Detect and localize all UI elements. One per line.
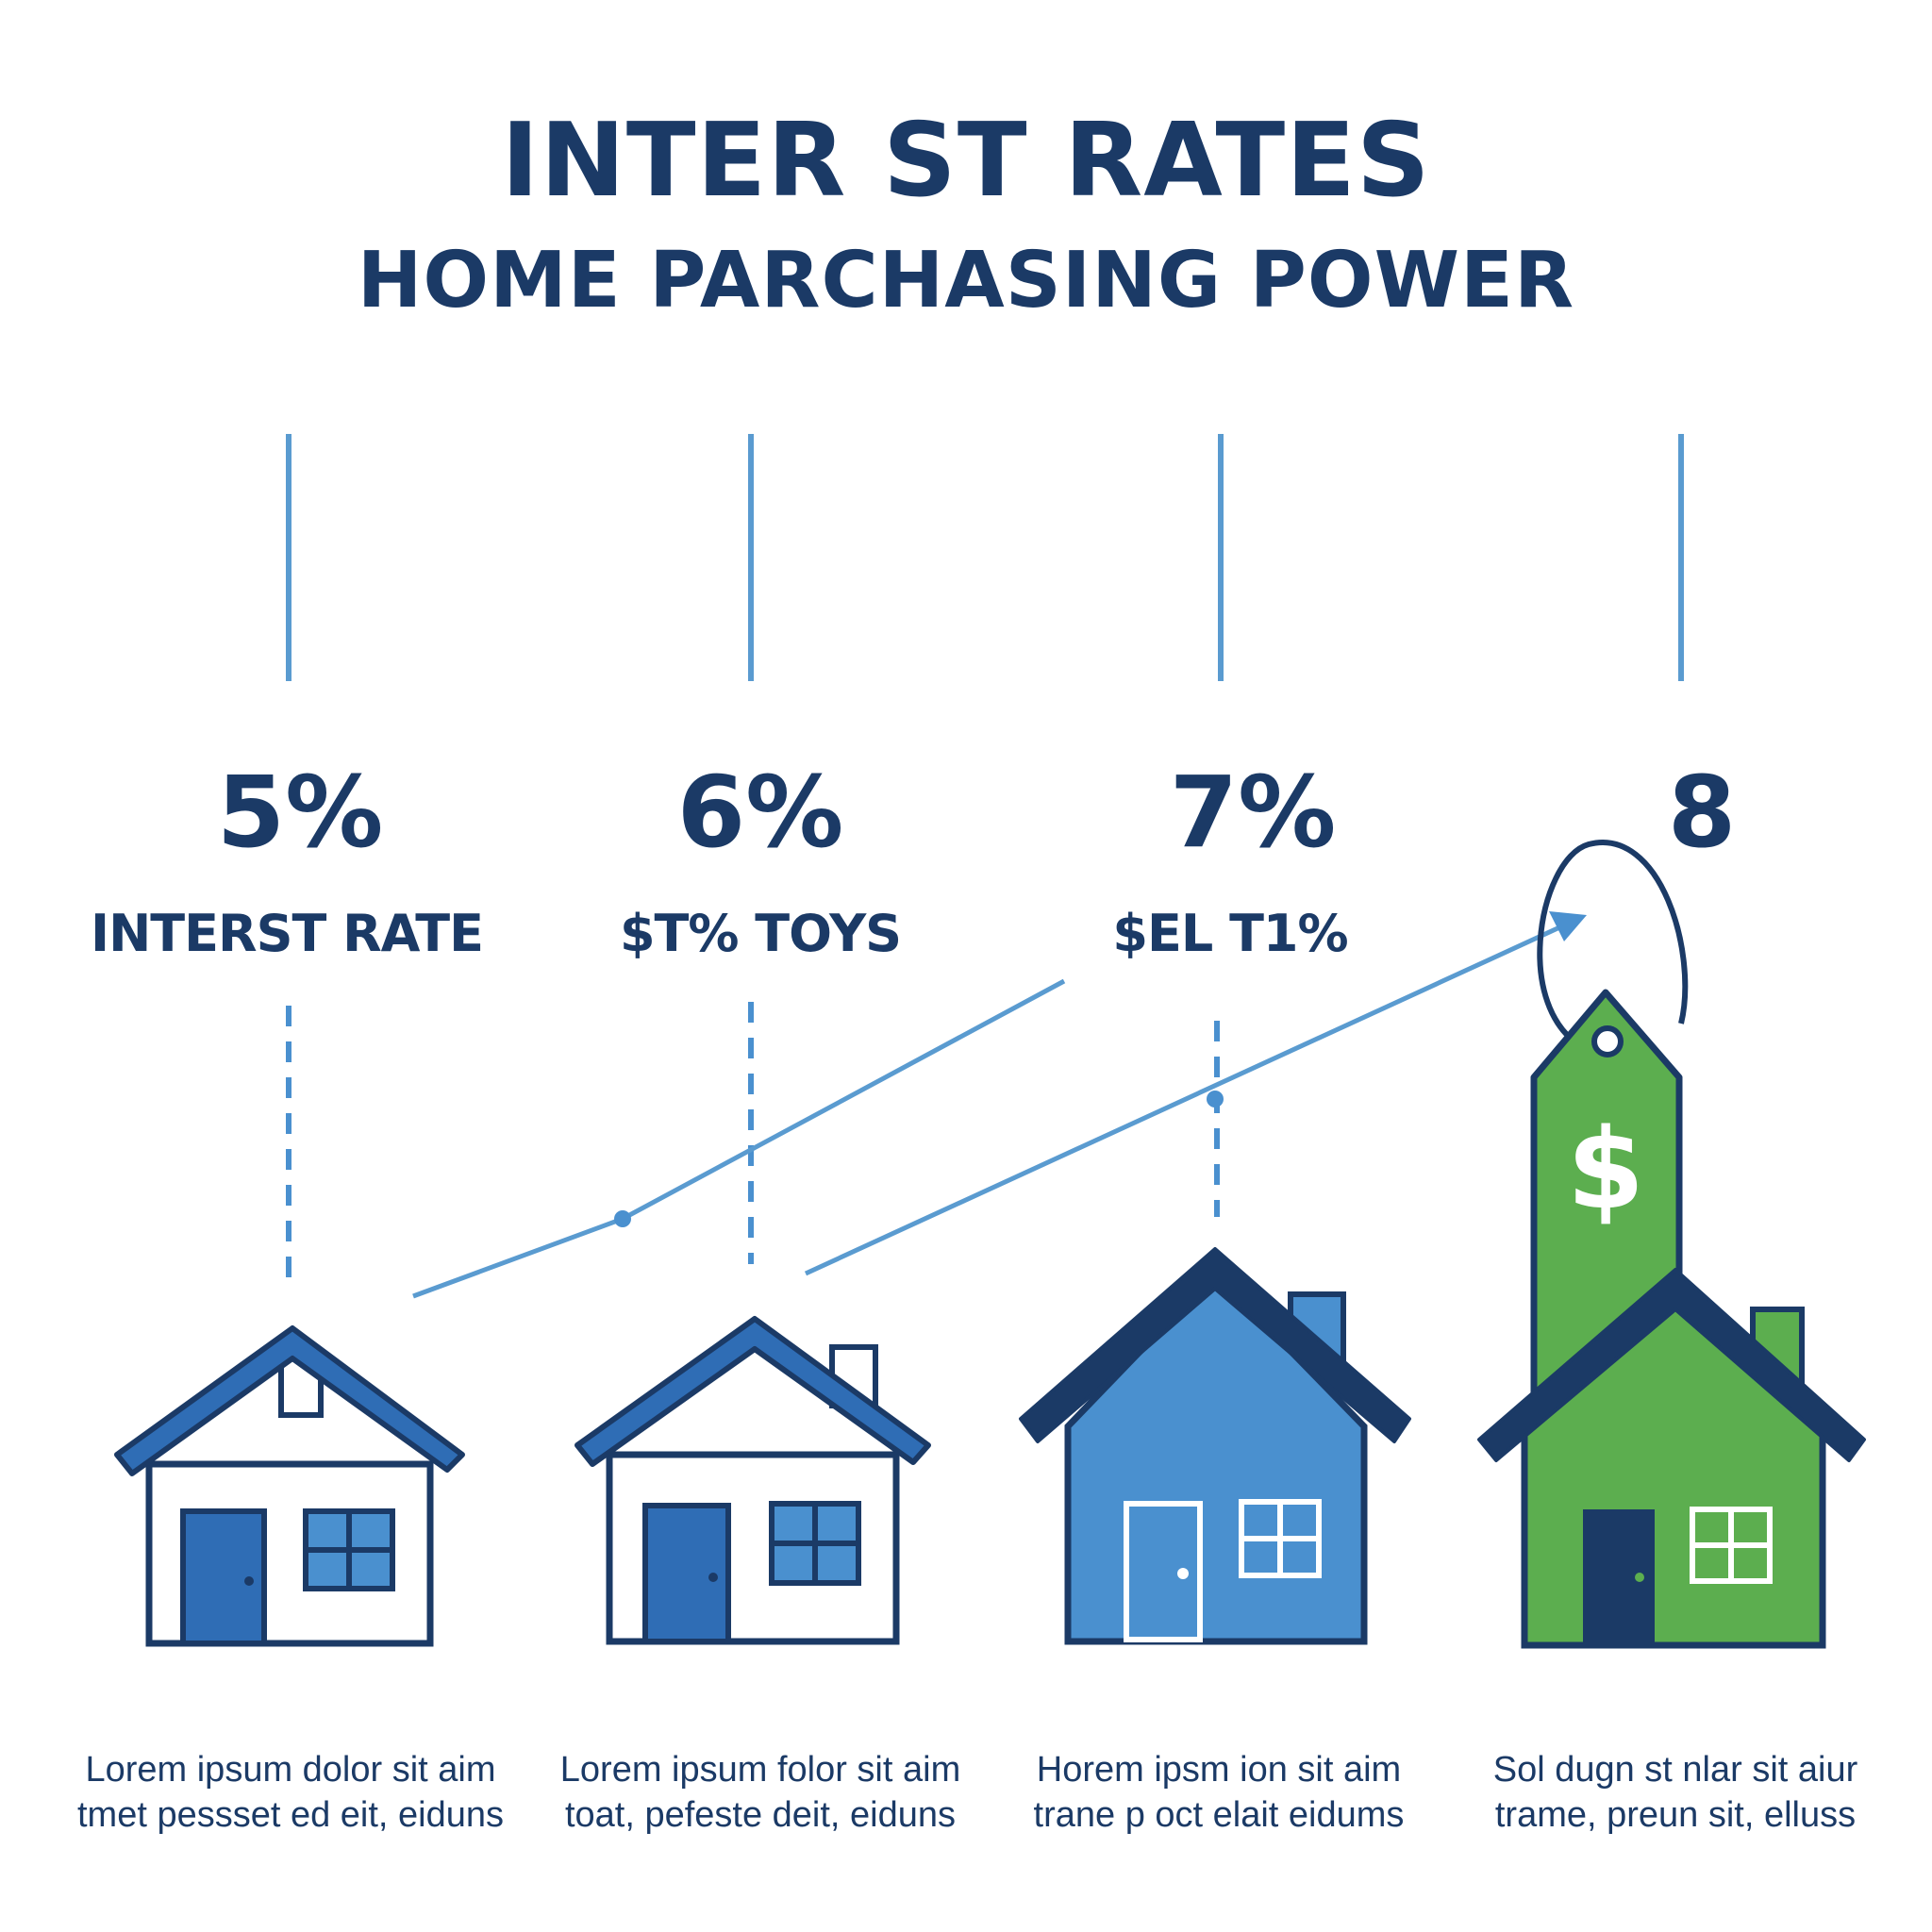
rate-value: 5% — [216, 755, 384, 870]
house-icon-large — [1477, 1268, 1866, 1649]
column-caption: Lorem ipsum dolor sit aim tmet pessset e… — [64, 1747, 517, 1838]
caption-line: trame, preun sit, elluss — [1494, 1795, 1857, 1835]
house-icon-small — [114, 1325, 465, 1647]
house-icon-small — [575, 1316, 931, 1645]
caption-line: trane p oct elait eidums — [1033, 1795, 1405, 1835]
caption-line: Horem ipsm ion sit aim — [1036, 1750, 1402, 1790]
rate-label: INTERST RATE — [90, 904, 484, 963]
dollar-sign-icon: $ — [1567, 1104, 1644, 1234]
rate-label: $T% TOYS — [619, 904, 902, 963]
trend-point — [614, 1210, 631, 1227]
page-subtitle: HOME PARCHASING POWER — [357, 236, 1575, 325]
caption-line: Lorem ipsum dolor sit aim — [85, 1750, 496, 1790]
column-caption: Sol dugn st nlar sit aiur trame, preun s… — [1449, 1747, 1902, 1838]
trend-line — [412, 978, 1066, 1299]
trend-point — [1207, 1091, 1224, 1108]
caption-line: toat, pefeste deit, eiduns — [564, 1795, 957, 1835]
house-icon-medium — [1019, 1247, 1411, 1645]
rate-value: 7% — [1169, 755, 1337, 870]
column-caption: Lorem ipsum folor sit aim toat, pefeste … — [534, 1747, 987, 1838]
rate-value: 6% — [676, 755, 844, 870]
rate-label: $EL T1% — [1112, 904, 1348, 963]
caption-line: tmet pessset ed eit, eiduns — [76, 1795, 505, 1835]
caption-line: Sol dugn st nlar sit aiur — [1492, 1750, 1858, 1790]
trend-arrow-line — [804, 922, 1568, 1276]
rate-value: 8 — [1667, 755, 1737, 870]
page-title: INTER ST RATES — [501, 102, 1431, 220]
caption-line: Lorem ipsum folor sit aim — [559, 1750, 961, 1790]
arrow-head-icon — [1549, 911, 1587, 941]
column-caption: Horem ipsm ion sit aim trane p oct elait… — [992, 1747, 1445, 1838]
